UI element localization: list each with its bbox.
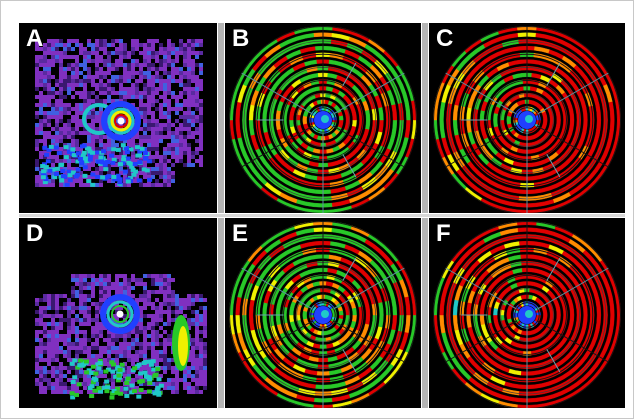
polar-map-f xyxy=(429,218,625,408)
divider-d-e xyxy=(218,218,224,408)
panel-label-e: E xyxy=(232,220,249,247)
divider-e-f xyxy=(422,218,428,408)
polar-map-c xyxy=(429,23,625,213)
divider-b-c xyxy=(422,23,428,213)
panel-e-polar-map: E xyxy=(225,218,421,408)
panel-f-polar-map: F xyxy=(429,218,625,408)
panel-label-b: B xyxy=(232,25,250,52)
polar-map-b xyxy=(225,23,421,213)
panel-label-d: D xyxy=(26,220,44,247)
panel-label-c: C xyxy=(436,25,454,52)
panel-c-polar-map: C xyxy=(429,23,625,213)
polar-map-e xyxy=(225,218,421,408)
panel-label-a: A xyxy=(26,25,44,52)
row-divider xyxy=(19,214,625,217)
divider-a-b xyxy=(218,23,224,213)
panel-label-f: F xyxy=(436,220,451,247)
scan-image-d xyxy=(35,274,207,400)
panel-b-polar-map: B xyxy=(225,23,421,213)
panel-a-scan: A xyxy=(19,23,217,213)
scan-image-a xyxy=(35,39,203,187)
panel-d-scan: D xyxy=(19,218,217,408)
